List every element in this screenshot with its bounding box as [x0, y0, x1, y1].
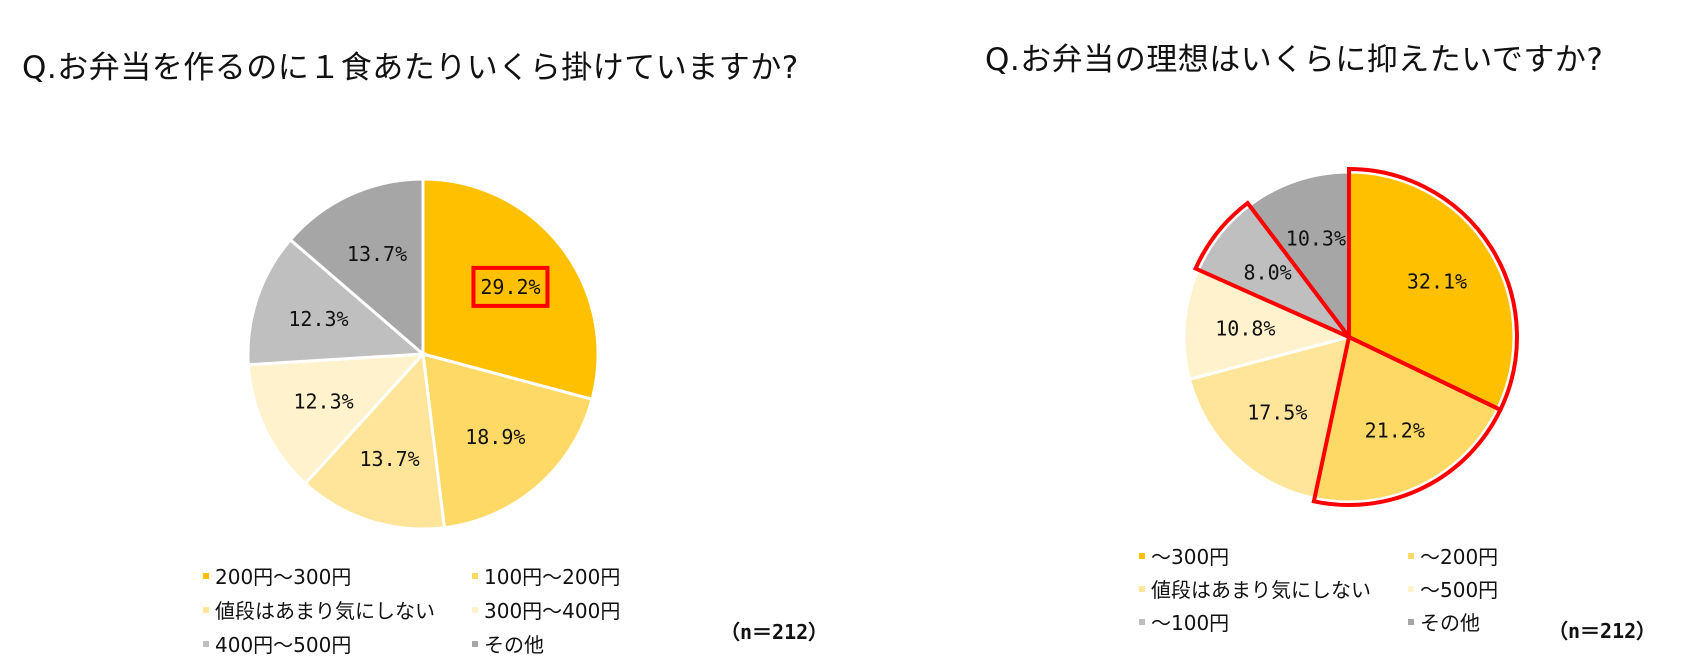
legend-label: 400円～500円 [215, 633, 352, 657]
legend-swatch [203, 640, 209, 647]
legend-item: その他 [1408, 607, 1480, 636]
slice-label: 10.8% [1215, 317, 1275, 341]
chart-title-right: Q.お弁当の理想はいくらに抑えたいですか? [985, 42, 1604, 78]
pie-slice [246, 237, 427, 367]
pie-slice [1182, 267, 1354, 382]
legend-label: ～500円 [1420, 578, 1499, 602]
legend-swatch [1139, 585, 1145, 592]
legend-swatch [1408, 618, 1414, 625]
slice-label: 18.9% [465, 425, 525, 449]
sample-size-left: （n＝212） [720, 620, 829, 644]
pie-slice [1347, 170, 1516, 411]
chart-title-left: Q.お弁当を作るのに１食あたりいくら掛けていますか? [22, 50, 799, 86]
legend-item: 値段はあまり気にしない [1139, 574, 1371, 603]
legend-item: 400円～500円 [203, 629, 351, 658]
pie-slice [421, 177, 600, 402]
legend-label: ～200円 [1420, 545, 1499, 569]
legend-item: 100円～200円 [472, 561, 620, 590]
highlight-outline [1311, 334, 1504, 507]
legend-swatch [1408, 585, 1414, 592]
legend-label: 100円～200円 [484, 565, 621, 589]
slice-label: 12.3% [288, 307, 348, 331]
legend-label: 300円～400円 [484, 599, 621, 623]
pie-slice [1312, 334, 1500, 504]
legend-label: ～300円 [1151, 545, 1230, 569]
legend-label: ～100円 [1151, 611, 1230, 635]
legend-label: 値段はあまり気にしない [215, 599, 435, 623]
legend-label: その他 [1420, 611, 1480, 635]
slice-label: 17.5% [1247, 400, 1307, 424]
slice-label: 13.7% [347, 242, 407, 266]
legend-item: 値段はあまり気にしない [203, 595, 435, 624]
legend-item: その他 [472, 629, 544, 658]
legend-swatch [472, 606, 478, 613]
slice-label: 32.1% [1407, 270, 1467, 294]
legend-item: ～300円 [1139, 541, 1229, 570]
slice-label: 8.0% [1244, 260, 1292, 284]
legend-item: ～500円 [1408, 574, 1498, 603]
slice-label: 29.2% [480, 275, 540, 299]
slice-label: 21.2% [1365, 418, 1425, 442]
pie-slice [1187, 334, 1351, 501]
slice-label: 13.7% [360, 447, 420, 471]
highlight-outline [1192, 200, 1351, 339]
legend-swatch [203, 572, 209, 579]
legend-item: ～200円 [1408, 541, 1498, 570]
slice-label: 12.3% [293, 390, 353, 414]
legend-swatch [472, 572, 478, 579]
highlight-box [471, 265, 550, 308]
pie-slice [303, 350, 447, 531]
legend-swatch [472, 640, 478, 647]
pie-slice [288, 177, 425, 358]
slice-label: 10.3% [1286, 226, 1346, 250]
legend-item: 200円～300円 [203, 561, 351, 590]
legend-item: 300円～400円 [472, 595, 620, 624]
sample-size-right: （n＝212） [1548, 619, 1657, 643]
highlight-outline [1347, 166, 1519, 413]
legend-swatch [1139, 618, 1145, 625]
pie-slice [421, 351, 594, 530]
pie-slice [1247, 170, 1351, 342]
legend-swatch [203, 606, 209, 613]
legend-swatch [1408, 552, 1414, 559]
legend-label: 値段はあまり気にしない [1151, 578, 1371, 602]
legend-swatch [1139, 552, 1145, 559]
pie-slice [246, 352, 427, 486]
legend-item: ～100円 [1139, 607, 1229, 636]
legend-label: 200円～300円 [215, 565, 352, 589]
legend-label: その他 [484, 633, 544, 657]
